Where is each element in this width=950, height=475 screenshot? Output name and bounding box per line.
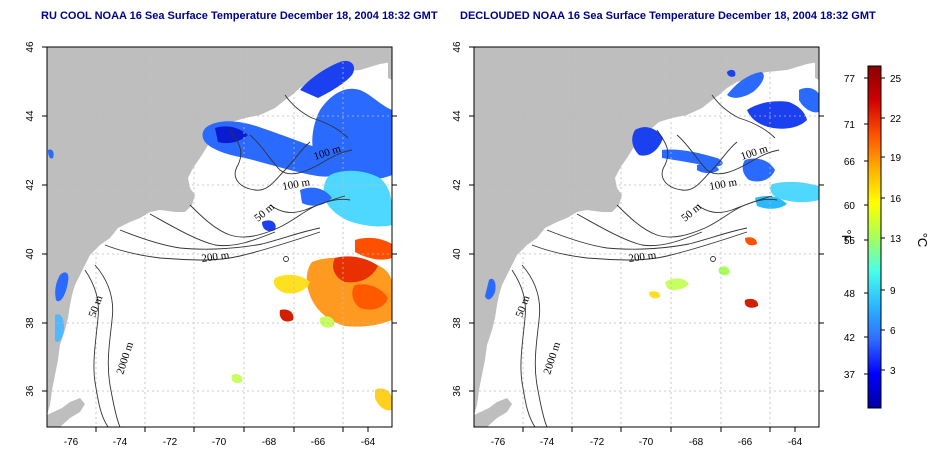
colorbar-gradient (867, 65, 882, 409)
right-y-tick: 38 (452, 317, 463, 329)
colorbar-fahrenheit-tick: 42 (844, 333, 856, 344)
left-y-tick: 42 (25, 179, 36, 191)
temperature-colorbar: 77 71 66 60 55 48 42 37 25 22 19 16 13 9… (839, 65, 930, 409)
colorbar-fahrenheit-tick: 55 (844, 236, 856, 247)
colorbar-fahrenheit-tick: 48 (844, 289, 856, 300)
colorbar-celsius-tick: 22 (890, 114, 902, 125)
colorbar-fahrenheit-tick: 60 (844, 201, 856, 212)
colorbar-celsius-tick: 13 (890, 234, 902, 245)
right-axis-ticks (469, 46, 824, 432)
left-x-tick: -70 (212, 437, 227, 448)
left-map-frame (46, 46, 393, 428)
right-map-panel: 100 m 100 m 50 m 200 m 50 m 2000 m -76 -… (452, 41, 824, 448)
colorbar-celsius-tick: 6 (890, 326, 896, 337)
left-y-tick: 36 (25, 385, 36, 397)
right-x-tick: -74 (540, 437, 555, 448)
left-map-panel: 100 m 100 m 50 m 200 m 50 m 2000 m -76 -… (25, 41, 397, 448)
right-x-tick: -76 (491, 437, 506, 448)
right-y-tick: 36 (452, 385, 463, 397)
colorbar-fahrenheit-tick: 66 (844, 157, 856, 168)
left-x-tick: -66 (311, 437, 326, 448)
right-y-tick: 40 (452, 248, 463, 260)
colorbar-celsius-tick: 3 (890, 366, 896, 377)
right-map-title: DECLOUDED NOAA 16 Sea Surface Temperatur… (460, 10, 876, 22)
left-x-tick: -74 (113, 437, 128, 448)
celsius-unit-label: °C (915, 233, 930, 248)
fahrenheit-unit-label: °F (839, 229, 854, 242)
right-contour-label-200m: 200 m (628, 249, 658, 265)
right-contour-label-100m-b: 100 m (708, 176, 738, 193)
left-map-title: RU COOL NOAA 16 Sea Surface Temperature … (41, 10, 438, 22)
left-x-tick: -76 (64, 437, 79, 448)
left-x-tick: -64 (361, 437, 376, 448)
colorbar-celsius-tick: 25 (890, 74, 902, 85)
left-y-tick: 38 (25, 317, 36, 329)
colorbar-celsius-tick: 19 (890, 153, 902, 164)
right-x-tick: -70 (639, 437, 654, 448)
left-y-tick: 44 (25, 110, 36, 122)
left-y-tick: 40 (25, 248, 36, 260)
right-map-frame (473, 46, 820, 428)
right-y-tick: 44 (452, 110, 463, 122)
left-x-tick: -72 (163, 437, 178, 448)
colorbar-celsius-tick: 9 (890, 286, 896, 297)
colorbar-fahrenheit-tick: 77 (844, 74, 856, 85)
left-contour-label-200m: 200 m (201, 249, 231, 265)
right-x-tick: -68 (689, 437, 704, 448)
right-x-tick: -64 (788, 437, 803, 448)
colorbar-fahrenheit-tick: 71 (844, 120, 856, 131)
right-y-tick: 42 (452, 179, 463, 191)
left-contour-label-100m-b: 100 m (281, 176, 311, 193)
right-y-tick: 46 (452, 41, 463, 53)
left-axis-ticks (42, 46, 397, 432)
right-x-tick: -66 (738, 437, 753, 448)
colorbar-ticks (864, 77, 885, 375)
colorbar-celsius-tick: 16 (890, 194, 902, 205)
colorbar-fahrenheit-tick: 37 (844, 370, 856, 381)
right-x-tick: -72 (590, 437, 605, 448)
left-y-tick: 46 (25, 41, 36, 53)
left-x-tick: -68 (262, 437, 277, 448)
